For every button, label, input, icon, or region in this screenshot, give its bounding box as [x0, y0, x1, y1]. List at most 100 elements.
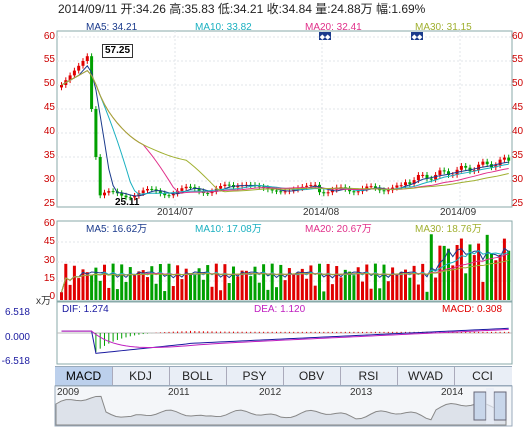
candle-body [404, 182, 407, 186]
volume-bar [60, 292, 63, 300]
tab-kdj[interactable]: KDJ [112, 367, 170, 385]
candle-body [150, 188, 154, 190]
candle-body [107, 191, 111, 193]
volume-bar [490, 253, 493, 300]
volume-bar [77, 278, 81, 300]
volume-bar [356, 267, 360, 300]
macd-histogram [95, 330, 510, 352]
volume-bar [442, 245, 446, 300]
volume-bar [210, 286, 214, 300]
volume-ma-lines [61, 247, 509, 293]
price-y-label: 55 [43, 54, 55, 65]
volume-bar [85, 272, 89, 300]
price-y-label: 25 [43, 198, 55, 209]
macd-dea-legend: DEA: 1.120 [254, 304, 306, 315]
volume-bar [408, 277, 412, 300]
candle-body [197, 189, 201, 192]
candle-body [365, 186, 369, 189]
volume-bar [232, 266, 235, 300]
event-marker-icon[interactable]: ◆◆ [411, 32, 423, 41]
volume-bar [416, 284, 420, 300]
volume-bar [150, 266, 154, 300]
candle-body [111, 191, 115, 193]
candle-body [322, 192, 326, 194]
candle-body [81, 61, 85, 66]
date-label: 2014/07 [157, 207, 194, 218]
volume-bar [197, 268, 201, 300]
candle-body [219, 186, 223, 189]
dea-line [61, 328, 509, 349]
volume-bar [201, 279, 205, 300]
ma30-line [61, 69, 509, 193]
candle-body [90, 56, 94, 109]
volume-bar [326, 263, 330, 300]
volume-ma10-legend: MA10: 17.08万 [195, 224, 262, 235]
volume-bar [477, 243, 481, 300]
candle-body [425, 174, 429, 179]
candle-body [94, 109, 98, 157]
timeline-handle-left[interactable] [473, 391, 487, 421]
volume-bar [373, 263, 377, 300]
volume-bar [507, 250, 511, 300]
volume-bar [468, 244, 472, 300]
candle-body [60, 85, 63, 88]
timeline-handle-right[interactable] [493, 391, 507, 421]
candle-body [498, 159, 502, 166]
candle-body [399, 185, 403, 187]
indicator-tab-bar: MACD KDJ BOLL PSY OBV RSI WVAD CCI [55, 366, 512, 386]
volume-bar [262, 264, 266, 300]
event-marker-icon[interactable]: ◆◆ [319, 32, 331, 41]
candle-body [309, 185, 313, 187]
volume-bar [352, 275, 356, 300]
dif-line [61, 327, 509, 354]
volume-bar [236, 276, 240, 300]
volume-bar [339, 277, 343, 300]
volume-bar [421, 263, 425, 300]
ma5-line [61, 64, 509, 197]
volume-bar [502, 238, 506, 300]
tab-psy[interactable]: PSY [226, 367, 284, 385]
price-ma20-legend: MA20: 32.41 [305, 22, 362, 33]
volume-bar [318, 263, 321, 300]
volume-bar [163, 291, 167, 300]
candle-body [395, 185, 399, 188]
volume-bar [451, 265, 455, 300]
volume-bar [348, 271, 352, 300]
price-y-label: 60 [43, 31, 55, 42]
price-y-label-right: 60 [512, 31, 524, 42]
volume-bar [107, 287, 111, 300]
volume-bar [292, 273, 296, 300]
tab-rsi[interactable]: RSI [340, 367, 398, 385]
candle-body [275, 190, 278, 192]
tab-wvad[interactable]: WVAD [397, 367, 455, 385]
candle-body [412, 180, 416, 184]
tab-macd[interactable]: MACD [55, 367, 113, 385]
volume-bar [72, 265, 76, 300]
price-y-label-right: 30 [512, 174, 524, 185]
price-y-label-right: 25 [512, 198, 524, 209]
candle-body [77, 65, 81, 71]
candle-body [352, 191, 356, 193]
timeline-year-label: 2009 [57, 387, 80, 398]
volume-bar [128, 267, 132, 300]
volume-bar [300, 268, 304, 300]
volume-bar [434, 277, 438, 300]
volume-y-label: 45 [43, 236, 55, 247]
volume-bar [361, 281, 364, 300]
volume-bar [330, 284, 334, 300]
volume-bar [120, 264, 124, 300]
tab-cci[interactable]: CCI [472, 369, 493, 383]
timeline-selection[interactable] [486, 388, 494, 424]
volume-bar [244, 270, 248, 300]
volume-bar [296, 272, 300, 300]
candle-body [85, 56, 89, 61]
macd-dif-legend: DIF: 1.274 [62, 304, 109, 315]
volume-bar [158, 264, 162, 300]
tab-boll[interactable]: BOLL [169, 367, 227, 385]
volume-bar [189, 273, 192, 300]
tab-obv[interactable]: OBV [283, 367, 341, 385]
candle-body [292, 189, 296, 191]
volume-bar [266, 289, 270, 300]
low-price-marker: 25.11 [115, 197, 140, 208]
